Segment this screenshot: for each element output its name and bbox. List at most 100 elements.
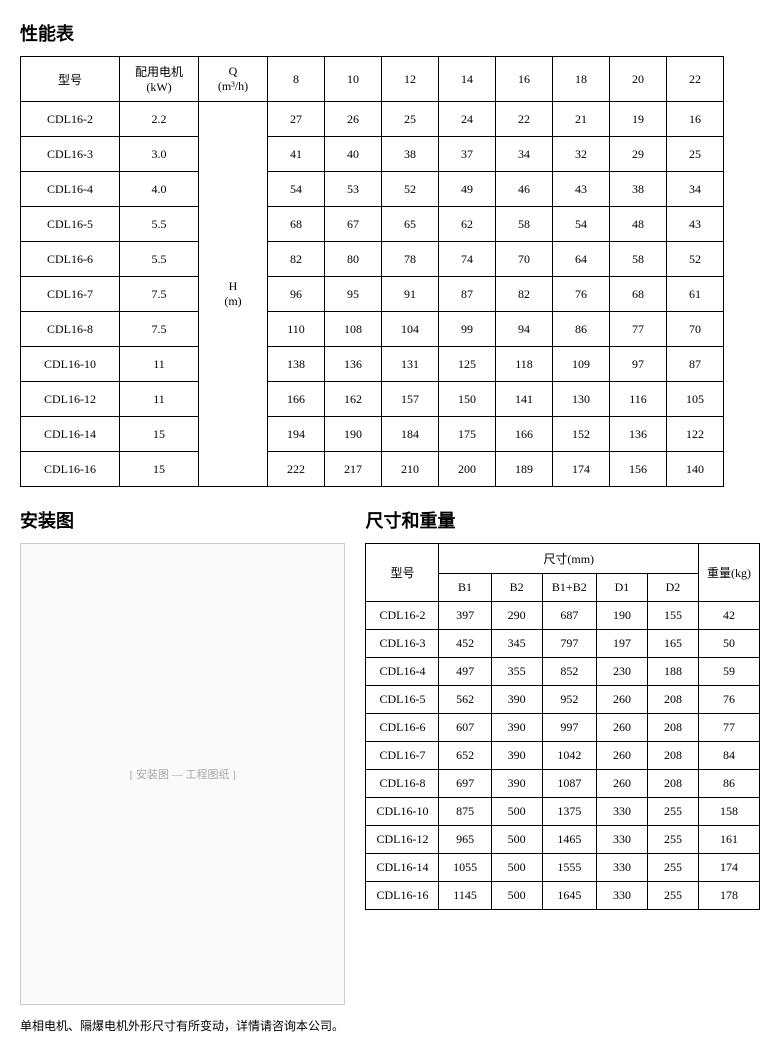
perf-kw: 4.0 [120, 172, 199, 207]
dim-val: 77 [698, 714, 759, 742]
dim-val: 260 [596, 714, 647, 742]
perf-val: 96 [268, 277, 325, 312]
perf-row: CDL16-65.58280787470645852 [21, 242, 724, 277]
dim-val: 1375 [542, 798, 596, 826]
perf-val: 29 [610, 137, 667, 172]
perf-model: CDL16-10 [21, 347, 120, 382]
dim-val: 697 [439, 770, 491, 798]
perf-val: 53 [325, 172, 382, 207]
perf-val: 24 [439, 102, 496, 137]
perf-val: 95 [325, 277, 382, 312]
perf-val: 87 [439, 277, 496, 312]
perf-kw: 11 [120, 382, 199, 417]
perf-val: 184 [382, 417, 439, 452]
dim-val: 397 [439, 602, 491, 630]
dim-val: 965 [439, 826, 491, 854]
perf-h-flow-5: 18 [553, 57, 610, 102]
dim-val: 178 [698, 882, 759, 910]
perf-val: 25 [382, 102, 439, 137]
perf-row: CDL16-33.04140383734322925 [21, 137, 724, 172]
performance-table: 型号配用电机(kW)Q(m³/h)810121416182022CDL16-22… [20, 56, 724, 487]
perf-val: 77 [610, 312, 667, 347]
perf-val: 94 [496, 312, 553, 347]
perf-kw: 15 [120, 452, 199, 487]
perf-val: 65 [382, 207, 439, 242]
perf-val: 52 [382, 172, 439, 207]
dim-val: 1465 [542, 826, 596, 854]
perf-h-flow-4: 16 [496, 57, 553, 102]
perf-val: 140 [667, 452, 724, 487]
perf-h-q: Q(m³/h) [199, 57, 268, 102]
dim-val: 42 [698, 602, 759, 630]
perf-h-flow-3: 14 [439, 57, 496, 102]
dim-val: 84 [698, 742, 759, 770]
perf-h-h: H(m) [199, 102, 268, 487]
perf-val: 54 [553, 207, 610, 242]
perf-val: 189 [496, 452, 553, 487]
dim-row: CDL16-1410555001555330255174 [366, 854, 760, 882]
perf-val: 48 [610, 207, 667, 242]
dim-row: CDL16-556239095226020876 [366, 686, 760, 714]
perf-kw: 5.5 [120, 207, 199, 242]
perf-val: 162 [325, 382, 382, 417]
perf-h-flow-6: 20 [610, 57, 667, 102]
perf-val: 131 [382, 347, 439, 382]
dim-row: CDL16-129655001465330255161 [366, 826, 760, 854]
perf-val: 136 [610, 417, 667, 452]
perf-val: 27 [268, 102, 325, 137]
perf-h-flow-1: 10 [325, 57, 382, 102]
dim-val: 345 [491, 630, 542, 658]
perf-val: 58 [496, 207, 553, 242]
dim-val: 997 [542, 714, 596, 742]
perf-val: 217 [325, 452, 382, 487]
perf-val: 58 [610, 242, 667, 277]
perf-val: 76 [553, 277, 610, 312]
dim-val: 76 [698, 686, 759, 714]
dim-val: 50 [698, 630, 759, 658]
perf-model: CDL16-8 [21, 312, 120, 347]
perf-model: CDL16-16 [21, 452, 120, 487]
dim-model: CDL16-7 [366, 742, 439, 770]
perf-val: 200 [439, 452, 496, 487]
perf-val: 108 [325, 312, 382, 347]
dim-val: 86 [698, 770, 759, 798]
dimension-table: 型号尺寸(mm)重量(kg)B1B2B1+B2D1D2CDL16-2397290… [365, 543, 760, 910]
perf-val: 25 [667, 137, 724, 172]
dim-val: 255 [647, 882, 698, 910]
dim-val: 255 [647, 798, 698, 826]
dim-val: 562 [439, 686, 491, 714]
perf-val: 70 [496, 242, 553, 277]
perf-model: CDL16-4 [21, 172, 120, 207]
dim-model: CDL16-14 [366, 854, 439, 882]
dim-val: 260 [596, 742, 647, 770]
perf-kw: 7.5 [120, 312, 199, 347]
perf-val: 222 [268, 452, 325, 487]
dim-val: 260 [596, 686, 647, 714]
dim-val: 875 [439, 798, 491, 826]
perf-val: 166 [496, 417, 553, 452]
perf-val: 99 [439, 312, 496, 347]
perf-val: 82 [496, 277, 553, 312]
perf-val: 156 [610, 452, 667, 487]
dim-val: 390 [491, 686, 542, 714]
dim-h-col-0: B1 [439, 574, 491, 602]
dim-val: 59 [698, 658, 759, 686]
dim-val: 1645 [542, 882, 596, 910]
dim-row: CDL16-108755001375330255158 [366, 798, 760, 826]
dim-row: CDL16-345234579719716550 [366, 630, 760, 658]
perf-model: CDL16-7 [21, 277, 120, 312]
perf-val: 87 [667, 347, 724, 382]
perf-val: 38 [610, 172, 667, 207]
dim-val: 1087 [542, 770, 596, 798]
perf-val: 43 [667, 207, 724, 242]
dim-val: 687 [542, 602, 596, 630]
dim-val: 158 [698, 798, 759, 826]
dim-val: 500 [491, 854, 542, 882]
dim-h-col-1: B2 [491, 574, 542, 602]
perf-val: 136 [325, 347, 382, 382]
perf-val: 157 [382, 382, 439, 417]
perf-kw: 7.5 [120, 277, 199, 312]
dim-val: 1055 [439, 854, 491, 882]
perf-row: CDL16-1615222217210200189174156140 [21, 452, 724, 487]
perf-h-motor: 配用电机(kW) [120, 57, 199, 102]
